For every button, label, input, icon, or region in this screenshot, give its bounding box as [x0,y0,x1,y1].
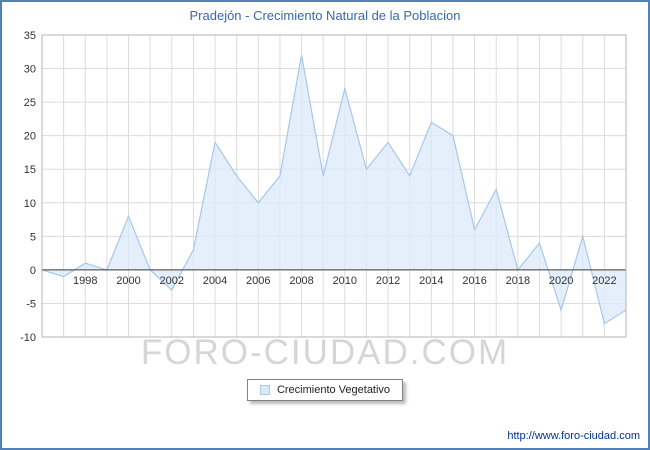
svg-text:2010: 2010 [333,275,357,287]
svg-text:2016: 2016 [462,275,486,287]
svg-text:30: 30 [24,64,36,76]
footer-url-link[interactable]: http://www.foro-ciudad.com [507,430,640,442]
svg-text:-5: -5 [26,298,36,310]
svg-text:15: 15 [24,164,36,176]
svg-text:2020: 2020 [549,275,573,287]
svg-text:2006: 2006 [246,275,270,287]
svg-text:2004: 2004 [203,275,227,287]
svg-text:1998: 1998 [73,275,97,287]
legend-label: Crecimiento Vegetativo [276,384,391,396]
svg-text:2008: 2008 [289,275,313,287]
svg-text:0: 0 [30,265,36,277]
legend-swatch-icon [259,385,270,395]
svg-text:2000: 2000 [116,275,140,287]
svg-text:25: 25 [24,97,36,109]
svg-text:2014: 2014 [419,275,443,287]
svg-text:-10: -10 [20,332,36,344]
legend: Crecimiento Vegetativo [246,379,404,401]
svg-text:10: 10 [24,198,36,210]
svg-text:5: 5 [30,231,36,243]
svg-text:35: 35 [24,30,36,42]
svg-text:2018: 2018 [506,275,530,287]
svg-text:20: 20 [24,131,36,143]
svg-text:2002: 2002 [160,275,184,287]
svg-text:2012: 2012 [376,275,400,287]
svg-text:2022: 2022 [592,275,616,287]
chart-title: Pradejón - Crecimiento Natural de la Pob… [189,8,461,23]
